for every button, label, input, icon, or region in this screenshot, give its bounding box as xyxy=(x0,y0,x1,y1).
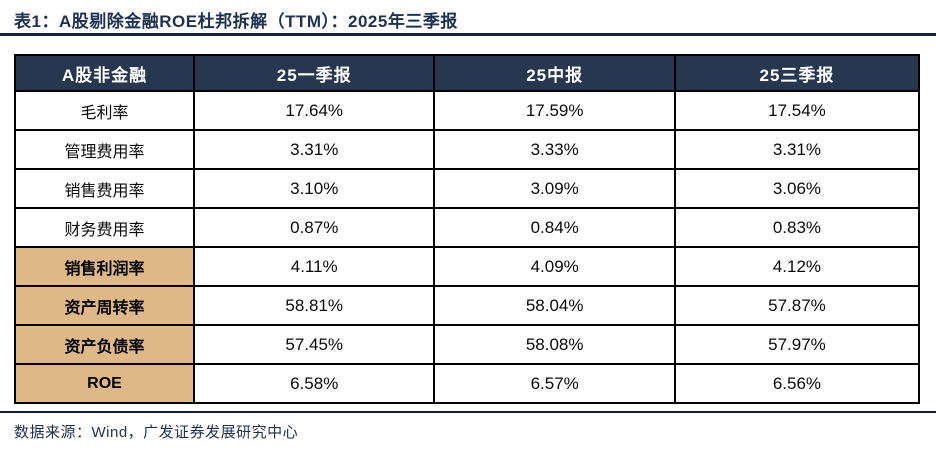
footer-divider xyxy=(0,411,936,413)
row-label-cell: 资产负债率 xyxy=(14,324,195,365)
row-label-cell: 毛利率 xyxy=(14,90,195,131)
header-cell-period: 25一季报 xyxy=(192,54,436,92)
header-cell-period: 25三季报 xyxy=(673,54,921,92)
value-cell: 58.08% xyxy=(433,324,676,365)
table-row: 财务费用率 0.87% 0.84% 0.83% xyxy=(14,207,921,248)
value-cell: 17.64% xyxy=(192,90,436,131)
table-row: ROE 6.58% 6.57% 6.56% xyxy=(14,363,921,404)
value-cell: 6.56% xyxy=(673,363,921,404)
table-body: 毛利率 17.64% 17.59% 17.54% 管理费用率 3.31% 3.33% 3.31… xyxy=(14,90,921,404)
value-cell: 4.11% xyxy=(192,246,436,287)
value-cell: 0.87% xyxy=(192,207,436,248)
page-title: 表1：A股剔除金融ROE杜邦拆解（TTM）：2025年三季报 xyxy=(14,12,458,31)
table-row: 管理费用率 3.31% 3.33% 3.31% xyxy=(14,129,921,170)
value-cell: 0.84% xyxy=(433,207,676,248)
dupont-decomposition-table: A股非金融 25一季报 25中报 25三季报 毛利率 17.64% 17.59% 17.54… xyxy=(14,54,921,404)
value-cell: 3.33% xyxy=(433,129,676,170)
value-cell: 0.83% xyxy=(673,207,921,248)
value-cell: 3.06% xyxy=(673,168,921,209)
row-label-cell: 管理费用率 xyxy=(14,129,195,170)
row-label-cell: 销售费用率 xyxy=(14,168,195,209)
value-cell: 6.58% xyxy=(192,363,436,404)
value-cell: 17.59% xyxy=(433,90,676,131)
header-cell-period: 25中报 xyxy=(433,54,676,92)
table-row: 资产负债率 57.45% 58.08% 57.97% xyxy=(14,324,921,365)
value-cell: 57.97% xyxy=(673,324,921,365)
source-note: 数据来源：Wind，广发证券发展研究中心 xyxy=(14,424,299,441)
row-label-cell: 资产周转率 xyxy=(14,285,195,326)
value-cell: 3.10% xyxy=(192,168,436,209)
row-label-cell: ROE xyxy=(14,363,195,404)
value-cell: 58.81% xyxy=(192,285,436,326)
table-row: 资产周转率 58.81% 58.04% 57.87% xyxy=(14,285,921,326)
value-cell: 4.12% xyxy=(673,246,921,287)
table-row: 毛利率 17.64% 17.59% 17.54% xyxy=(14,90,921,131)
value-cell: 58.04% xyxy=(433,285,676,326)
value-cell: 3.31% xyxy=(673,129,921,170)
row-label-cell: 财务费用率 xyxy=(14,207,195,248)
table-row: 销售利润率 4.11% 4.09% 4.12% xyxy=(14,246,921,287)
value-cell: 57.45% xyxy=(192,324,436,365)
value-cell: 6.57% xyxy=(433,363,676,404)
value-cell: 3.31% xyxy=(192,129,436,170)
value-cell: 4.09% xyxy=(433,246,676,287)
table-row: 销售费用率 3.10% 3.09% 3.06% xyxy=(14,168,921,209)
table-header-row: A股非金融 25一季报 25中报 25三季报 xyxy=(14,54,921,92)
title-divider xyxy=(0,33,936,36)
row-label-cell: 销售利润率 xyxy=(14,246,195,287)
value-cell: 3.09% xyxy=(433,168,676,209)
header-cell-label-column: A股非金融 xyxy=(14,54,195,92)
value-cell: 57.87% xyxy=(673,285,921,326)
value-cell: 17.54% xyxy=(673,90,921,131)
